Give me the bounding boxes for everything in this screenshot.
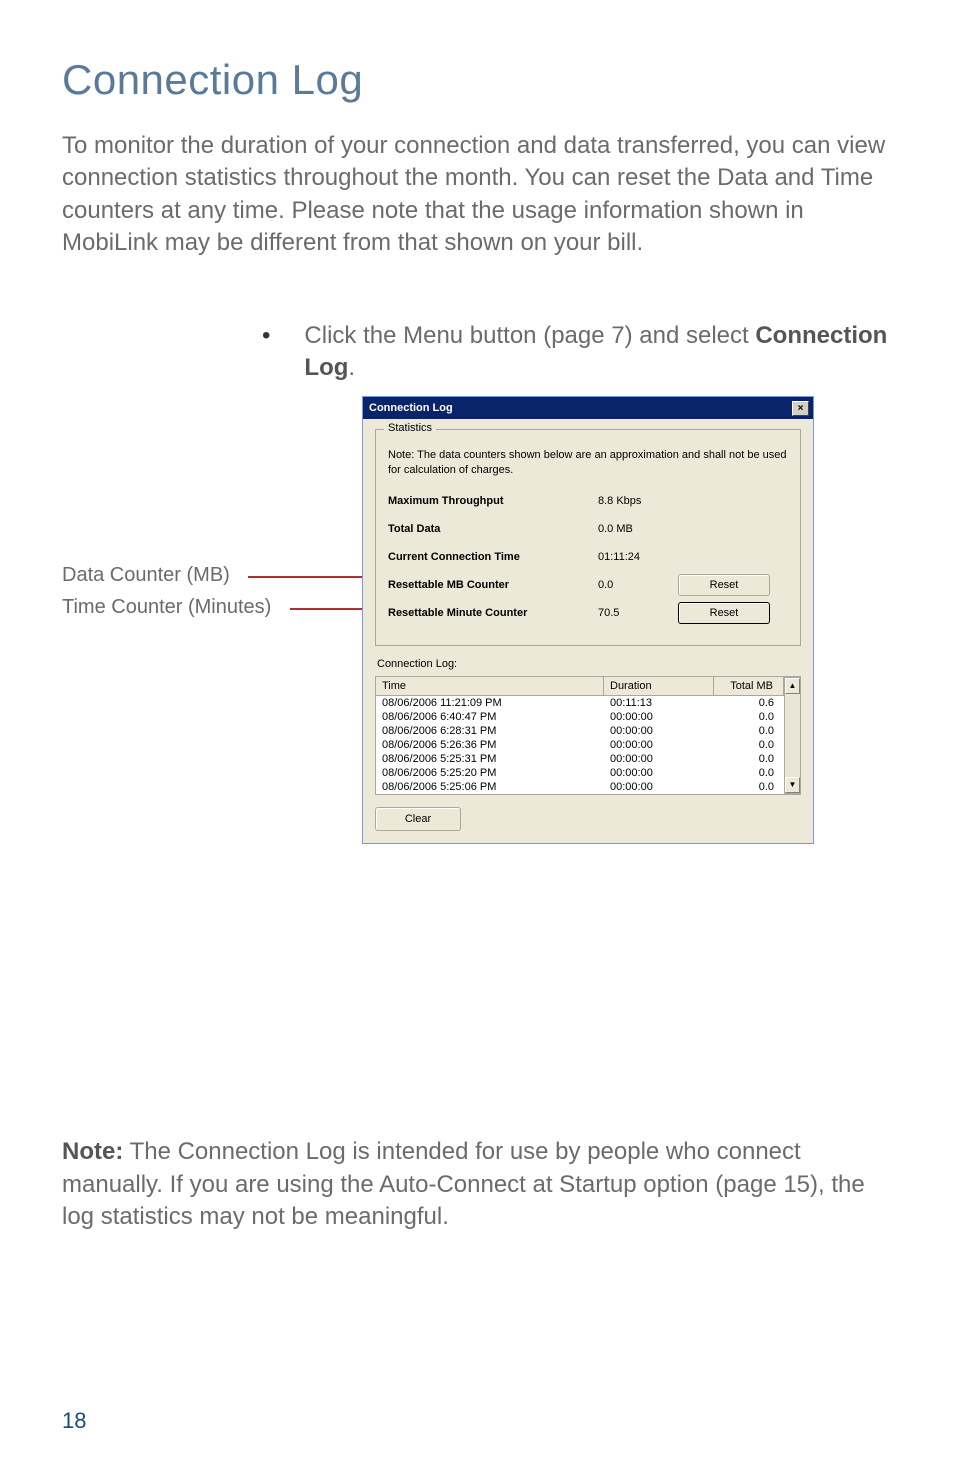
stat-label: Total Data <box>388 523 598 535</box>
cell-time: 08/06/2006 11:21:09 PM <box>376 696 604 710</box>
cell-time: 08/06/2006 5:25:06 PM <box>376 780 604 794</box>
cell-mb: 0.0 <box>714 710 784 724</box>
table-row[interactable]: 08/06/2006 6:28:31 PM00:00:000.0 <box>376 724 784 738</box>
stat-connection-time: Current Connection Time 01:11:24 <box>388 547 788 567</box>
stat-total-data: Total Data 0.0 MB <box>388 519 788 539</box>
callout-line-mb <box>248 576 376 578</box>
statistics-group: Statistics Note: The data counters shown… <box>375 429 801 646</box>
note-paragraph: Note: The Connection Log is intended for… <box>62 1136 892 1233</box>
cell-time: 08/06/2006 6:40:47 PM <box>376 710 604 724</box>
stat-value: 0.0 <box>598 579 678 591</box>
cell-time: 08/06/2006 5:26:36 PM <box>376 738 604 752</box>
bullet-text: Click the Menu button (page 7) and selec… <box>304 320 892 385</box>
stat-minute-counter: Resettable Minute Counter 70.5 Reset <box>388 603 788 623</box>
bullet-prefix: Click the Menu button (page 7) and selec… <box>304 322 755 349</box>
dialog-body: Statistics Note: The data counters shown… <box>363 419 813 843</box>
reset-mb-button[interactable]: Reset <box>678 574 770 596</box>
cell-duration: 00:00:00 <box>604 780 714 794</box>
stat-value: 8.8 Kbps <box>598 495 678 507</box>
table-header: Time Duration Total MB <box>376 677 784 696</box>
connection-log-dialog: Connection Log × Statistics Note: The da… <box>362 396 814 844</box>
bullet-dot: • <box>262 320 270 385</box>
cell-mb: 0.0 <box>714 724 784 738</box>
callout-time-counter: Time Counter (Minutes) <box>62 596 271 619</box>
cell-mb: 0.0 <box>714 752 784 766</box>
cell-mb: 0.6 <box>714 696 784 710</box>
stat-label: Current Connection Time <box>388 551 598 563</box>
cell-duration: 00:11:13 <box>604 696 714 710</box>
stat-value: 01:11:24 <box>598 551 678 563</box>
log-label: Connection Log: <box>377 658 801 670</box>
cell-duration: 00:00:00 <box>604 738 714 752</box>
intro-paragraph: To monitor the duration of your connecti… <box>62 130 892 260</box>
close-button[interactable]: × <box>792 401 809 416</box>
scrollbar[interactable]: ▲ ▼ <box>784 677 801 794</box>
table-row[interactable]: 08/06/2006 5:26:36 PM00:00:000.0 <box>376 738 784 752</box>
clear-button[interactable]: Clear <box>375 807 461 831</box>
bullet-suffix: . <box>348 354 355 381</box>
col-duration[interactable]: Duration <box>604 677 714 695</box>
cell-duration: 00:00:00 <box>604 724 714 738</box>
note-text: The Connection Log is intended for use b… <box>62 1138 865 1230</box>
statistics-group-title: Statistics <box>384 422 436 434</box>
stat-label: Resettable Minute Counter <box>388 607 598 619</box>
stat-mb-counter: Resettable MB Counter 0.0 Reset <box>388 575 788 595</box>
scroll-up-button[interactable]: ▲ <box>785 678 800 694</box>
log-table: Time Duration Total MB 08/06/2006 11:21:… <box>375 676 801 795</box>
stat-value: 70.5 <box>598 607 678 619</box>
table-row[interactable]: 08/06/2006 6:40:47 PM00:00:000.0 <box>376 710 784 724</box>
note-bold: Note: <box>62 1138 123 1165</box>
col-total-mb[interactable]: Total MB <box>714 677 784 695</box>
table-rows: 08/06/2006 11:21:09 PM00:11:130.608/06/2… <box>376 696 784 794</box>
cell-duration: 00:00:00 <box>604 752 714 766</box>
dialog-titlebar: Connection Log × <box>363 397 813 419</box>
instruction-bullet: • Click the Menu button (page 7) and sel… <box>262 320 892 385</box>
scroll-track[interactable] <box>785 694 800 777</box>
table-row[interactable]: 08/06/2006 5:25:31 PM00:00:000.0 <box>376 752 784 766</box>
cell-time: 08/06/2006 6:28:31 PM <box>376 724 604 738</box>
stat-max-throughput: Maximum Throughput 8.8 Kbps <box>388 491 788 511</box>
page-title: Connection Log <box>62 56 892 104</box>
cell-mb: 0.0 <box>714 738 784 752</box>
table-row[interactable]: 08/06/2006 5:25:06 PM00:00:000.0 <box>376 780 784 794</box>
stat-label: Maximum Throughput <box>388 495 598 507</box>
statistics-note: Note: The data counters shown below are … <box>388 448 788 477</box>
dialog-title: Connection Log <box>369 402 453 414</box>
page-number: 18 <box>62 1408 86 1434</box>
reset-minute-button[interactable]: Reset <box>678 602 770 624</box>
cell-time: 08/06/2006 5:25:20 PM <box>376 766 604 780</box>
callout-data-counter: Data Counter (MB) <box>62 564 230 587</box>
table-row[interactable]: 08/06/2006 5:25:20 PM00:00:000.0 <box>376 766 784 780</box>
table-row[interactable]: 08/06/2006 11:21:09 PM00:11:130.6 <box>376 696 784 710</box>
scroll-down-button[interactable]: ▼ <box>785 777 800 793</box>
cell-time: 08/06/2006 5:25:31 PM <box>376 752 604 766</box>
cell-mb: 0.0 <box>714 780 784 794</box>
cell-duration: 00:00:00 <box>604 766 714 780</box>
stat-value: 0.0 MB <box>598 523 678 535</box>
cell-mb: 0.0 <box>714 766 784 780</box>
cell-duration: 00:00:00 <box>604 710 714 724</box>
col-time[interactable]: Time <box>376 677 604 695</box>
stat-label: Resettable MB Counter <box>388 579 598 591</box>
figure: Data Counter (MB) Time Counter (Minutes)… <box>62 396 892 916</box>
